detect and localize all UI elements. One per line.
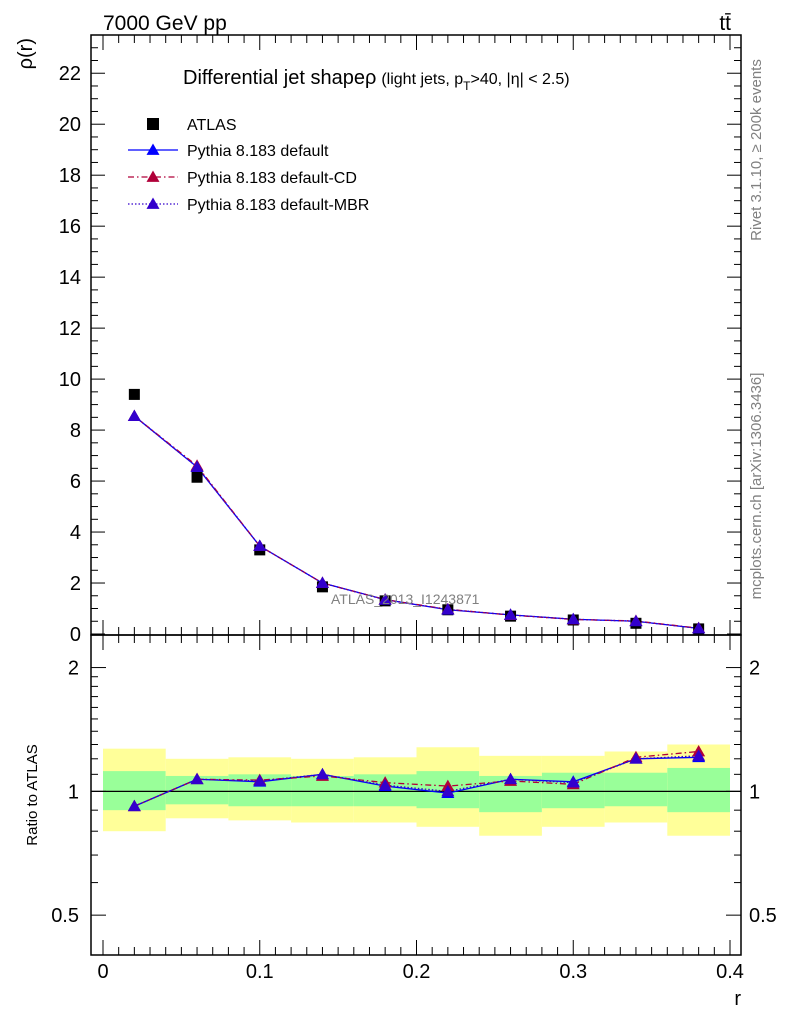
main-point-data (128, 388, 140, 400)
legend-label-data: ATLAS (187, 117, 237, 134)
ratio-point-mbr (504, 772, 518, 785)
ratio-line-cd (134, 750, 699, 807)
main-point-mbr (190, 460, 204, 472)
ratio-point-mbr (566, 776, 580, 788)
legend-label-cd: Pythia 8.183 default-CD (187, 170, 357, 187)
mcplots-label: mcplots.cern.ch [arXiv:1306.3436] (748, 373, 765, 600)
title-sub-index: T (463, 79, 471, 93)
main-y-tick-label: 18 (59, 165, 81, 187)
x-tick-label: 0.4 (716, 961, 744, 983)
legend-label-default: Pythia 8.183 default (187, 143, 329, 160)
x-tick-label: 0 (97, 961, 108, 983)
legend-marker-cd (146, 170, 160, 182)
x-axis-label: r (734, 988, 741, 1010)
main-point-mbr (378, 593, 392, 605)
title-sub: (light jets, p (381, 71, 463, 88)
main-point-mbr (692, 621, 706, 634)
main-point-data (191, 471, 203, 483)
main-y-tick-label: 16 (59, 216, 81, 238)
analysis-watermark: ATLAS_2013_I1243871 (331, 591, 480, 607)
ratio-point-mbr (692, 749, 706, 761)
main-y-tick-label: 22 (59, 63, 81, 85)
ratio-band-stat (604, 772, 668, 807)
main-title: Differential jet shapeρ (light jets, pT>4… (183, 67, 570, 93)
x-tick-label: 0.1 (246, 961, 274, 983)
legend-marker-default (146, 143, 160, 155)
rivet-label: Rivet 3.1.10, ≥ 200k events (748, 59, 765, 241)
ratio-line-mbr (134, 755, 699, 807)
ratio-y-tick-label-left: 2 (68, 658, 79, 680)
main-point-mbr (253, 539, 267, 551)
ratio-point-mbr (629, 752, 643, 764)
energy-label: 7000 GeV pp (103, 12, 227, 35)
main-line-mbr (133, 415, 699, 630)
main-y-axis-label: ρ(r) (15, 38, 37, 69)
ratio-point-mbr (190, 772, 204, 785)
main-point-mbr (441, 603, 455, 615)
main-y-tick-label: 14 (59, 267, 81, 289)
legend: ATLAS Pythia 8.183 default Pythia 8.183 de… (128, 117, 369, 214)
process-label: tt̄ (719, 12, 731, 35)
main-point-mbr (566, 612, 580, 625)
ratio-y-tick-label-right: 0.5 (749, 905, 777, 927)
ratio-point-mbr (127, 799, 141, 812)
main-y-tick-label: 2 (70, 573, 81, 595)
main-y-tick-label: 8 (70, 420, 81, 442)
main-y-tick-label: 0 (70, 624, 81, 646)
main-plot-panel: 0 2 4 6 8 10 12 14 16 18 20 22 (59, 34, 742, 646)
title-sub-rest: >40, |η| < 2.5) (471, 71, 570, 88)
ratio-y-tick-label-right: 1 (749, 781, 760, 803)
main-y-tick-label: 10 (59, 369, 81, 391)
ratio-y-tick-label-right: 2 (749, 658, 760, 680)
main-point-mbr (629, 614, 643, 627)
x-tick-label: 0.2 (403, 961, 431, 983)
main-point-mbr (504, 608, 518, 620)
main-point-mbr (127, 409, 141, 421)
ratio-band-stat (667, 767, 730, 813)
ratio-point-mbr (441, 784, 455, 797)
main-point-mbr (315, 576, 329, 588)
main-y-tick-label: 20 (59, 114, 81, 136)
ratio-plot-panel: 0.5 0.5 1 1 2 2 0 0.1 0.2 0.3 0.4 (51, 634, 777, 983)
legend-label-mbr: Pythia 8.183 default-MBR (187, 197, 369, 214)
title-main: Differential jet shapeρ (183, 67, 376, 89)
main-y-tick-label: 12 (59, 318, 81, 340)
ratio-y-tick-label-left: 1 (68, 781, 79, 803)
ratio-point-mbr (315, 767, 329, 780)
svg-text:Differential jet shapeρ(light: Differential jet shapeρ (light jets, pT>4… (183, 67, 570, 93)
ratio-point-mbr (253, 774, 267, 786)
main-y-tick-label: 4 (70, 522, 81, 544)
ratio-y-tick-label-left: 0.5 (51, 905, 79, 927)
legend-marker-data (147, 118, 159, 130)
main-y-tick-label: 6 (70, 471, 81, 493)
legend-marker-mbr (146, 197, 160, 209)
x-tick-label: 0.3 (559, 961, 587, 983)
ratio-y-axis-label: Ratio to ATLAS (24, 744, 41, 845)
ratio-point-mbr (378, 778, 392, 791)
